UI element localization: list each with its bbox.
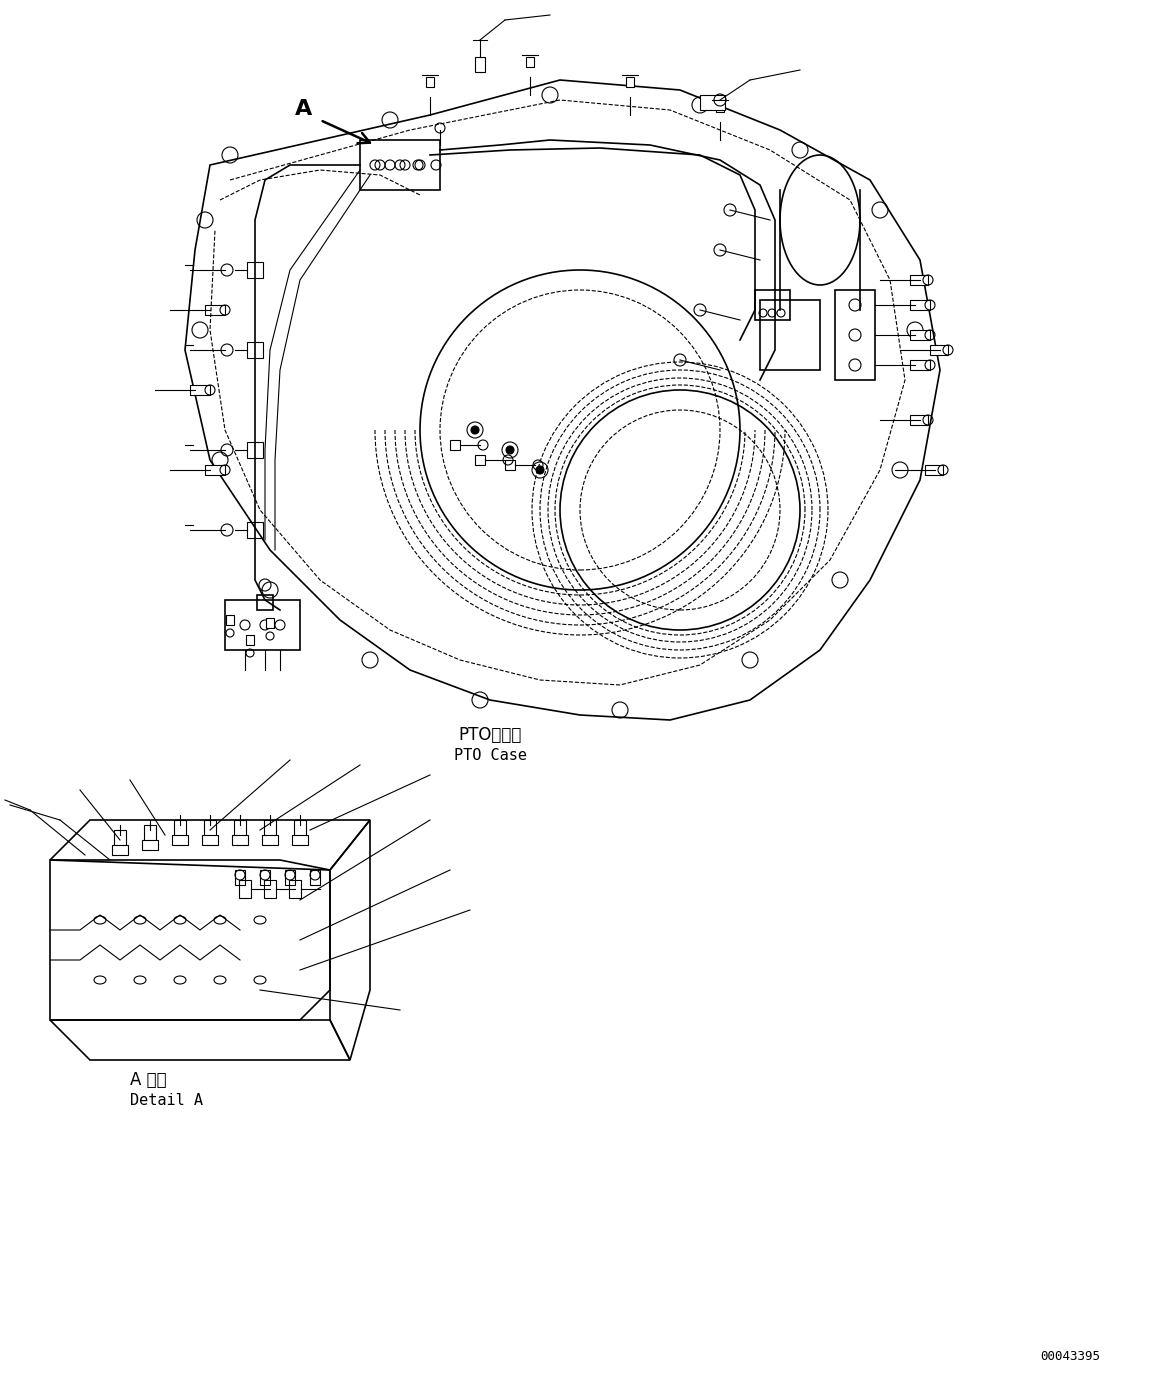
Bar <box>112 844 128 855</box>
Text: PTO Case: PTO Case <box>454 748 527 763</box>
Bar <box>247 442 263 457</box>
Bar <box>361 140 440 189</box>
Bar <box>226 615 234 625</box>
Bar <box>264 820 276 840</box>
Bar <box>114 831 126 850</box>
Bar <box>930 346 948 355</box>
Circle shape <box>471 426 479 434</box>
Bar <box>144 825 156 844</box>
Bar <box>257 596 273 609</box>
Bar <box>909 275 928 285</box>
Text: Detail A: Detail A <box>130 1093 204 1108</box>
Bar <box>909 415 928 426</box>
Bar <box>172 835 188 844</box>
Circle shape <box>506 446 514 455</box>
Bar <box>909 330 930 340</box>
Bar <box>285 871 295 884</box>
Bar <box>261 871 270 884</box>
Text: 00043395: 00043395 <box>1040 1350 1100 1363</box>
Bar <box>262 835 278 844</box>
Circle shape <box>536 466 544 474</box>
Bar <box>231 835 248 844</box>
Bar <box>909 300 930 310</box>
Bar <box>247 522 263 538</box>
Bar <box>264 880 276 898</box>
Bar <box>235 871 245 884</box>
Bar <box>526 57 534 66</box>
Bar <box>505 460 515 470</box>
Bar <box>142 840 158 850</box>
Bar <box>700 95 725 111</box>
Bar <box>755 290 790 321</box>
Bar <box>234 820 247 840</box>
Bar <box>311 871 320 884</box>
Bar <box>205 305 224 315</box>
Bar <box>205 464 224 475</box>
Bar <box>247 634 254 645</box>
Bar <box>925 464 943 475</box>
Bar <box>294 820 306 840</box>
Text: A: A <box>295 100 312 119</box>
Bar <box>626 77 634 87</box>
Bar <box>475 57 485 72</box>
Bar <box>174 820 186 840</box>
Bar <box>426 77 434 87</box>
Bar <box>247 341 263 358</box>
Text: PTOケース: PTOケース <box>458 726 522 744</box>
Bar <box>266 618 274 627</box>
Bar <box>716 102 725 112</box>
Bar <box>247 263 263 278</box>
Bar <box>450 439 461 451</box>
Text: A 詳細: A 詳細 <box>130 1071 166 1089</box>
Bar <box>190 386 211 395</box>
Bar <box>204 820 216 840</box>
Bar <box>202 835 217 844</box>
Bar <box>292 835 308 844</box>
Bar <box>909 359 930 370</box>
Bar <box>475 455 485 464</box>
Bar <box>240 880 251 898</box>
Bar <box>288 880 301 898</box>
